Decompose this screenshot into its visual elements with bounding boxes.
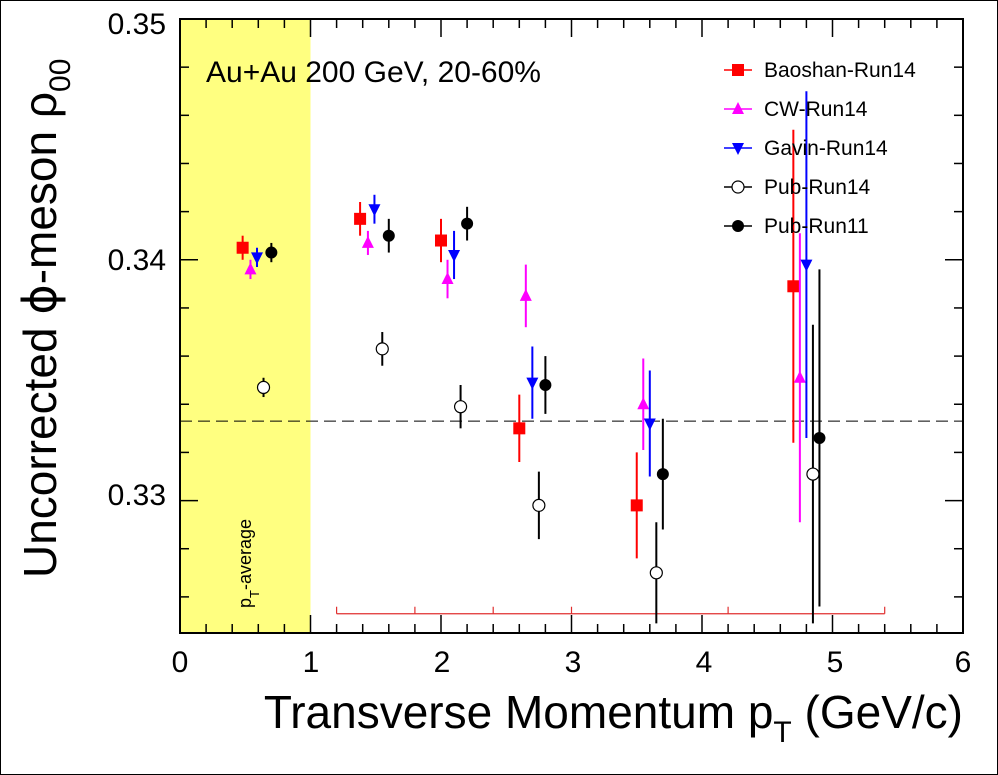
data-point (787, 280, 800, 293)
data-point (361, 235, 374, 248)
data-point (461, 217, 474, 230)
y-tick-label: 0.35 (108, 8, 166, 41)
legend-marker (731, 180, 745, 194)
data-point (375, 342, 389, 356)
data-point (532, 498, 546, 512)
x-tick-label: 3 (565, 646, 582, 679)
data-point (637, 397, 650, 410)
data-point (630, 499, 643, 512)
data-point (368, 204, 381, 217)
legend-label: Pub-Run11 (764, 215, 869, 238)
legend-label: Gavin-Run14 (764, 137, 888, 160)
data-point (265, 246, 278, 259)
data-point (513, 422, 526, 435)
chart-annotation: Au+Au 200 GeV, 20-60% (206, 56, 541, 89)
data-point (806, 467, 820, 481)
data-point (656, 468, 669, 481)
data-point (441, 272, 454, 285)
y-tick-label: 0.33 (108, 479, 166, 512)
data-point (649, 566, 663, 580)
average-band (180, 19, 311, 633)
data-point (526, 377, 539, 390)
data-point (250, 252, 263, 265)
x-tick-label: 0 (172, 646, 189, 679)
x-tick-label: 4 (696, 646, 713, 679)
legend-marker (732, 102, 744, 114)
data-point (643, 418, 656, 431)
data-point (256, 380, 271, 394)
legend-marker (732, 220, 744, 232)
data-point (236, 241, 249, 254)
y-tick-label: 0.34 (108, 244, 166, 277)
legend-label: Pub-Run14 (764, 176, 871, 199)
data-point (519, 288, 532, 301)
y-axis-title: Uncorrected ϕ-meson ρ00 (13, 59, 77, 578)
legend-marker (732, 143, 744, 155)
legend-label: CW-Run14 (764, 98, 868, 121)
data-point (382, 229, 395, 242)
x-tick-label: 6 (955, 646, 972, 679)
data-point (539, 378, 552, 391)
data-point (435, 234, 447, 247)
data-point (244, 262, 257, 275)
legend-marker (732, 64, 744, 76)
data-point (453, 400, 468, 414)
x-tick-label: 2 (434, 646, 451, 679)
x-axis-title: Transverse Momentum pT (GeV/c) (264, 686, 963, 749)
x-tick-label: 1 (303, 646, 320, 679)
x-tick-label: 5 (827, 646, 844, 679)
data-point (448, 249, 461, 262)
data-point (813, 431, 826, 444)
data-point (354, 212, 367, 225)
data-point (793, 370, 806, 383)
legend-label: Baoshan-Run14 (764, 59, 916, 82)
data-point (800, 259, 813, 272)
